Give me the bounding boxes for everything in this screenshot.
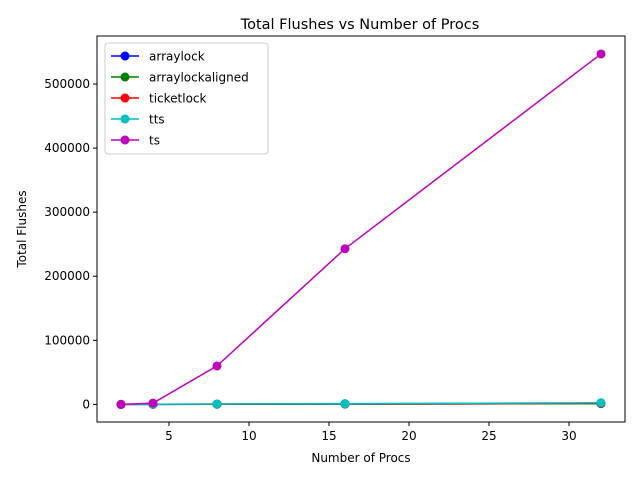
x-tick-label: 10 (241, 429, 256, 443)
x-tick-label: 5 (165, 429, 173, 443)
legend-marker (120, 72, 130, 82)
legend-label: arraylockaligned (149, 71, 249, 85)
x-axis: 5 10 15 20 25 30 (165, 422, 577, 443)
legend-marker (120, 51, 130, 61)
legend-item-arraylockaligned: arraylockaligned (111, 71, 249, 85)
legend-label: ts (149, 134, 160, 148)
y-tick-label: 300000 (44, 205, 90, 219)
data-point-tts (596, 398, 606, 408)
data-point-ts (340, 244, 350, 254)
legend-box (104, 42, 269, 155)
x-tick-label: 20 (401, 429, 416, 443)
legend-item-ticketlock: ticketlock (111, 92, 207, 106)
series-tts (116, 398, 606, 409)
legend-label: arraylock (149, 50, 205, 64)
legend-marker (120, 135, 130, 145)
x-tick-label: 30 (561, 429, 576, 443)
data-point-tts (212, 399, 222, 409)
x-axis-label: Number of Procs (311, 451, 410, 465)
legend-item-tts: tts (111, 113, 165, 127)
y-tick-label: 0 (82, 397, 90, 411)
legend-item-ts: ts (111, 134, 160, 148)
legend-label: ticketlock (149, 92, 207, 106)
y-tick-label: 200000 (44, 269, 90, 283)
y-tick-label: 100000 (44, 333, 90, 347)
y-tick-label: 400000 (44, 141, 90, 155)
legend-item-arraylock: arraylock (111, 50, 205, 64)
legend-label: tts (149, 113, 165, 127)
data-point-ts (212, 361, 222, 371)
chart-title: Total Flushes vs Number of Procs (240, 17, 480, 33)
legend-marker (120, 114, 130, 124)
y-axis: 0 100000 200000 300000 400000 500000 (44, 77, 97, 411)
data-point-tts (340, 399, 350, 409)
series-ts (116, 49, 606, 409)
legend-marker (120, 93, 130, 103)
series-layer (116, 49, 606, 409)
legend: arraylock arraylockaligned ticketlock tts ts (104, 42, 269, 155)
x-tick-label: 15 (321, 429, 336, 443)
data-point-ts (116, 399, 126, 409)
y-tick-label: 500000 (44, 77, 90, 91)
data-point-ts (148, 398, 158, 408)
plot-area-frame (96, 35, 626, 423)
data-point-ts (596, 49, 606, 59)
y-axis-label: Total Flushes (15, 190, 29, 268)
x-tick-label: 25 (481, 429, 496, 443)
